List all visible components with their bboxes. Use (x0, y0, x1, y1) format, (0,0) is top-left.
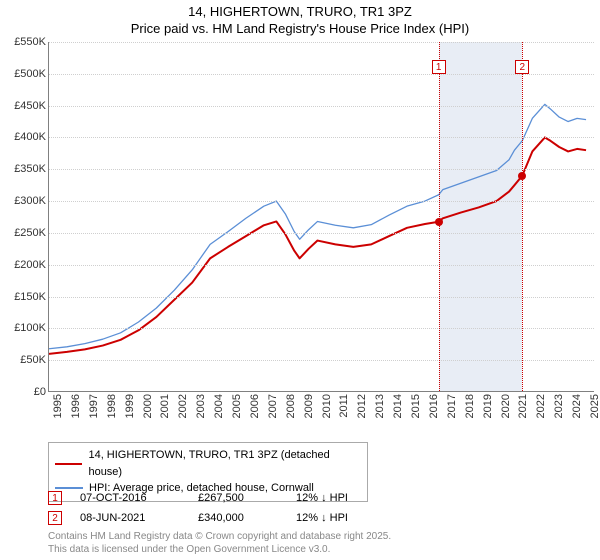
footer-line-2: This data is licensed under the Open Gov… (48, 543, 391, 556)
x-axis-label: 1998 (106, 394, 118, 424)
sales-table: 1 07-OCT-2016 £267,500 12% ↓ HPI 2 08-JUN-202… (48, 488, 594, 528)
gridline (49, 74, 594, 75)
x-axis-label: 2011 (338, 394, 350, 424)
x-axis-label: 2019 (482, 394, 494, 424)
sale-price: £267,500 (198, 492, 278, 504)
sale-index-badge: 2 (48, 511, 62, 525)
gridline (49, 360, 594, 361)
x-axis-label: 2024 (571, 394, 583, 424)
gridline (49, 201, 594, 202)
x-axis-label: 1996 (70, 394, 82, 424)
sale-date: 08-JUN-2021 (80, 512, 180, 524)
title-line-2: Price paid vs. HM Land Registry's House … (0, 21, 600, 38)
gridline (49, 137, 594, 138)
y-axis-label: £250K (14, 227, 46, 239)
x-axis-label: 2022 (535, 394, 547, 424)
series-svg (49, 42, 595, 392)
chart-container: 14, HIGHERTOWN, TRURO, TR1 3PZ Price pai… (0, 0, 600, 560)
x-axis-label: 2009 (303, 394, 315, 424)
hpi-series-line (49, 104, 586, 348)
x-axis-label: 2001 (159, 394, 171, 424)
sale-hpi-delta: 12% ↓ HPI (296, 512, 386, 524)
x-axis-label: 2016 (428, 394, 440, 424)
y-axis-label: £200K (14, 259, 46, 271)
sale-index-badge: 1 (48, 491, 62, 505)
x-axis-label: 2012 (356, 394, 368, 424)
legend-label-property: 14, HIGHERTOWN, TRURO, TR1 3PZ (detached… (88, 447, 361, 480)
x-axis-label: 1997 (88, 394, 100, 424)
gridline (49, 297, 594, 298)
y-axis-label: £400K (14, 131, 46, 143)
gridline (49, 42, 594, 43)
x-axis-label: 2017 (446, 394, 458, 424)
chart-title: 14, HIGHERTOWN, TRURO, TR1 3PZ Price pai… (0, 0, 600, 38)
y-axis-label: £100K (14, 322, 46, 334)
sale-point (518, 172, 526, 180)
sale-date: 07-OCT-2016 (80, 492, 180, 504)
plot-area: 12 (48, 42, 594, 392)
x-axis-label: 2002 (177, 394, 189, 424)
sale-hpi-delta: 12% ↓ HPI (296, 492, 386, 504)
gridline (49, 106, 594, 107)
legend-swatch-property (55, 463, 82, 465)
x-axis-label: 2013 (374, 394, 386, 424)
sale-point (435, 218, 443, 226)
x-axis-label: 2020 (500, 394, 512, 424)
gridline (49, 233, 594, 234)
x-axis-label: 2003 (195, 394, 207, 424)
x-axis-label: 2021 (517, 394, 529, 424)
legend-item-property: 14, HIGHERTOWN, TRURO, TR1 3PZ (detached… (55, 447, 361, 480)
gridline (49, 265, 594, 266)
x-axis-label: 2018 (464, 394, 476, 424)
sale-marker-badge: 2 (515, 60, 529, 74)
y-axis-label: £350K (14, 163, 46, 175)
x-axis-label: 2008 (285, 394, 297, 424)
x-axis-label: 2005 (231, 394, 243, 424)
sale-row: 2 08-JUN-2021 £340,000 12% ↓ HPI (48, 508, 594, 528)
sale-marker-line (522, 42, 523, 391)
sale-price: £340,000 (198, 512, 278, 524)
x-axis-label: 1999 (124, 394, 136, 424)
x-axis-label: 2023 (553, 394, 565, 424)
footer: Contains HM Land Registry data © Crown c… (48, 530, 391, 556)
x-axis-label: 2025 (589, 394, 600, 424)
x-axis-label: 2014 (392, 394, 404, 424)
x-axis-label: 2004 (213, 394, 225, 424)
y-axis-label: £450K (14, 100, 46, 112)
x-axis-label: 2006 (249, 394, 261, 424)
x-axis-label: 1995 (52, 394, 64, 424)
y-axis-label: £150K (14, 291, 46, 303)
sale-row: 1 07-OCT-2016 £267,500 12% ↓ HPI (48, 488, 594, 508)
x-axis-label: 2007 (267, 394, 279, 424)
y-axis-label: £500K (14, 68, 46, 80)
title-line-1: 14, HIGHERTOWN, TRURO, TR1 3PZ (0, 4, 600, 21)
x-axis-label: 2015 (410, 394, 422, 424)
x-axis-label: 2010 (321, 394, 333, 424)
x-axis-label: 2000 (142, 394, 154, 424)
footer-line-1: Contains HM Land Registry data © Crown c… (48, 530, 391, 543)
sale-marker-badge: 1 (432, 60, 446, 74)
gridline (49, 328, 594, 329)
y-axis-label: £50K (20, 354, 46, 366)
y-axis-label: £0 (34, 386, 46, 398)
y-axis-label: £300K (14, 195, 46, 207)
y-axis-label: £550K (14, 36, 46, 48)
sale-marker-line (439, 42, 440, 391)
gridline (49, 169, 594, 170)
